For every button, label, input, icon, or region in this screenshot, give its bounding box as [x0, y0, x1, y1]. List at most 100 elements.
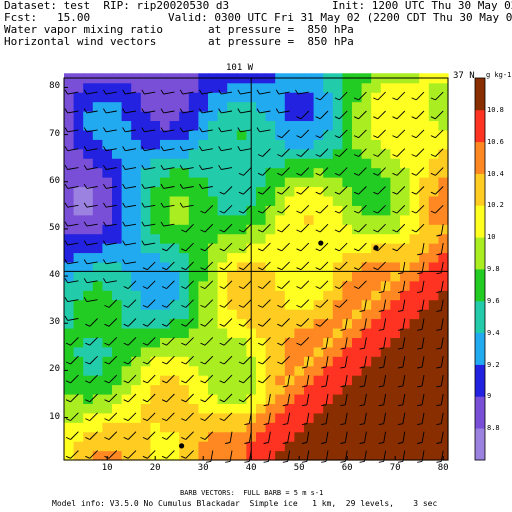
wind-barb-flag — [181, 361, 186, 365]
wind-barb-flag — [417, 423, 423, 426]
wind-barb-flag — [373, 191, 378, 195]
wind-barb — [364, 375, 367, 386]
wind-barb — [402, 375, 406, 386]
wind-barb-flag — [238, 304, 244, 308]
wind-barb — [243, 186, 252, 195]
wind-barb — [125, 167, 137, 170]
wind-barb — [144, 129, 156, 133]
wind-barb-flag — [122, 89, 126, 95]
y-tick-label: 30 — [49, 317, 60, 328]
wind-barb-flag — [142, 380, 148, 384]
wind-barb — [300, 337, 310, 346]
wind-barb — [127, 280, 137, 289]
wind-barb — [240, 129, 252, 133]
wind-barb-flag — [417, 253, 423, 256]
wind-barb — [300, 186, 310, 195]
wind-barb-flag — [64, 183, 68, 189]
wind-barb — [182, 91, 194, 95]
wind-barbs — [64, 89, 444, 463]
wind-barb-flag — [359, 460, 365, 463]
wind-barb — [108, 431, 118, 440]
wind-barb — [319, 129, 329, 139]
wind-barb — [105, 129, 117, 133]
wind-barb — [204, 223, 214, 233]
wind-barb-flag — [85, 380, 90, 384]
wind-barb — [259, 110, 271, 114]
wind-barb-flag — [263, 442, 269, 444]
wind-barb-flag — [103, 259, 107, 265]
colorbar-segment — [475, 205, 485, 238]
y-tick-label: 50 — [49, 222, 60, 233]
wind-barb-flag — [237, 146, 241, 151]
wind-barb-flag — [359, 310, 365, 312]
wind-barb-flag — [83, 108, 88, 114]
wind-barb-flag — [315, 323, 321, 327]
wind-barb — [421, 243, 425, 254]
wind-barb-flag — [373, 135, 378, 139]
x-tick-label: 60 — [341, 463, 353, 473]
wind-barb — [223, 318, 233, 327]
wind-barb-flag — [141, 164, 145, 170]
wind-barb-flag — [122, 259, 126, 265]
wind-barb — [319, 242, 329, 252]
wind-barb-flag — [104, 304, 110, 308]
wind-barb — [67, 129, 79, 133]
wind-barb-flag — [218, 108, 222, 114]
wind-barb-flag — [392, 191, 398, 195]
field1-name: Water vapor mixing ratio — [4, 23, 163, 36]
wind-barb — [240, 148, 252, 152]
wind-barb — [163, 167, 175, 170]
wind-barb-flag — [200, 210, 206, 214]
wind-barb — [383, 337, 387, 349]
wind-barb — [67, 318, 79, 321]
wind-barb-flag — [64, 221, 68, 227]
wind-barb — [377, 261, 386, 271]
wind-barb-flag — [64, 297, 68, 302]
wind-barb — [243, 393, 252, 403]
wind-barb-flag — [340, 404, 346, 407]
wind-barb-flag — [200, 436, 206, 440]
wind-barb — [147, 412, 156, 421]
wind-barb — [201, 110, 213, 114]
wind-barb — [364, 412, 367, 424]
wind-barb — [105, 167, 117, 170]
wind-barb-flag — [257, 229, 263, 233]
wind-barb-flag — [417, 366, 423, 369]
wind-barb — [339, 148, 348, 157]
wind-barb — [108, 450, 118, 459]
wind-barb-flag — [430, 191, 436, 195]
wind-barb-flag — [301, 404, 307, 407]
wind-barb-flag — [122, 146, 126, 151]
wind-barb-flag — [334, 267, 340, 271]
wind-barb — [127, 374, 137, 384]
wind-barb — [223, 261, 233, 271]
wind-barb — [127, 450, 137, 459]
wind-barb — [358, 242, 367, 252]
wind-barb — [105, 110, 117, 114]
wind-barb-flag — [321, 423, 327, 426]
wind-barb-flag — [296, 248, 302, 252]
wind-barb — [300, 110, 310, 120]
wind-barb-flag — [83, 183, 88, 189]
wind-barb-flag — [296, 267, 302, 271]
wind-barb-flag — [275, 108, 280, 114]
wind-barb-flag — [181, 286, 186, 290]
wind-barb — [281, 242, 290, 252]
wind-barb-flag — [123, 361, 129, 365]
wind-barb — [287, 375, 291, 386]
colorbar-segment — [475, 428, 485, 461]
wind-barb-flag — [219, 380, 225, 384]
wind-barb — [435, 167, 444, 176]
wind-barb — [185, 337, 194, 346]
wind-barb — [185, 242, 194, 252]
wind-barb-flag — [64, 127, 68, 133]
wind-barb-flag — [200, 380, 206, 384]
wind-barb-flag — [123, 304, 129, 308]
colorbar-tick-label: 9 — [487, 392, 492, 401]
wind-barb — [268, 412, 271, 424]
wind-barb — [163, 110, 175, 114]
wind-barb-flag — [83, 240, 88, 246]
wind-barb-flag — [257, 304, 263, 308]
wind-barb-flag — [64, 164, 68, 170]
wind-barb-flag — [141, 108, 145, 114]
